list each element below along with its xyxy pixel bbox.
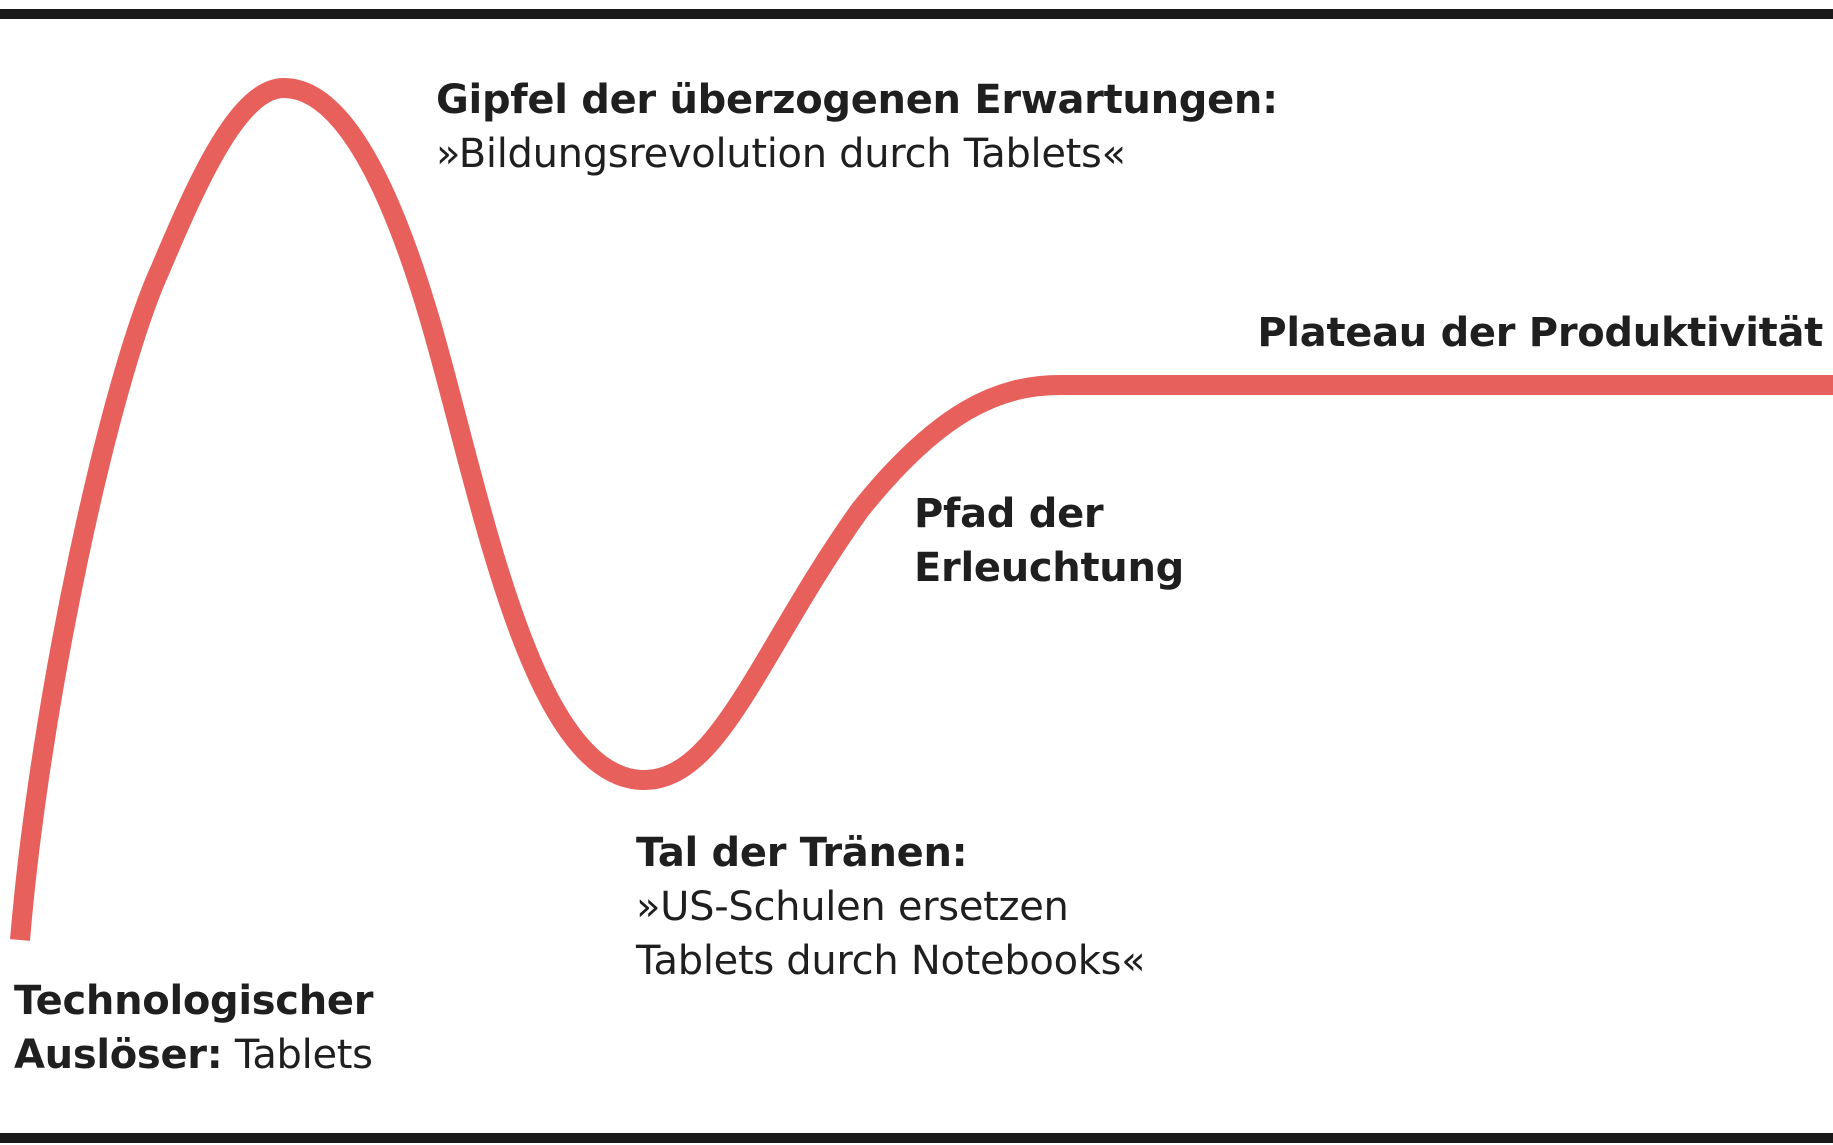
- trigger-line-1: Technologischer: [14, 978, 374, 1024]
- hype-curve-line: [10, 78, 1833, 941]
- trough-of-disillusionment-label: Tal der Tränen: »US-Schulen ersetzen Tab…: [636, 826, 1146, 988]
- bottom-rule: [0, 1133, 1833, 1143]
- trough-title: Tal der Tränen:: [636, 830, 968, 876]
- peak-of-inflated-expectations-label: Gipfel der überzogenen Erwartungen: »Bil…: [436, 73, 1278, 181]
- peak-title: Gipfel der überzogenen Erwartungen:: [436, 77, 1278, 123]
- technology-trigger-label: Technologischer Auslöser: Tablets: [14, 974, 373, 1082]
- top-rule: [0, 9, 1833, 19]
- trough-example-line-1: »US-Schulen ersetzen: [636, 884, 1069, 930]
- trigger-line-2-regular: Tablets: [222, 1032, 373, 1078]
- plateau-of-productivity-label: Plateau der Produktivität: [1257, 306, 1823, 360]
- slope-of-enlightenment-label: Pfad der Erleuchtung: [914, 487, 1184, 595]
- trigger-line-2-bold: Auslöser:: [14, 1032, 223, 1078]
- peak-example: »Bildungsrevolution durch Tablets«: [436, 131, 1126, 177]
- plateau-title: Plateau der Produktivität: [1257, 310, 1823, 356]
- slope-line-1: Pfad der: [914, 491, 1104, 537]
- slope-line-2: Erleuchtung: [914, 545, 1184, 591]
- trough-example-line-2: Tablets durch Notebooks«: [636, 938, 1146, 984]
